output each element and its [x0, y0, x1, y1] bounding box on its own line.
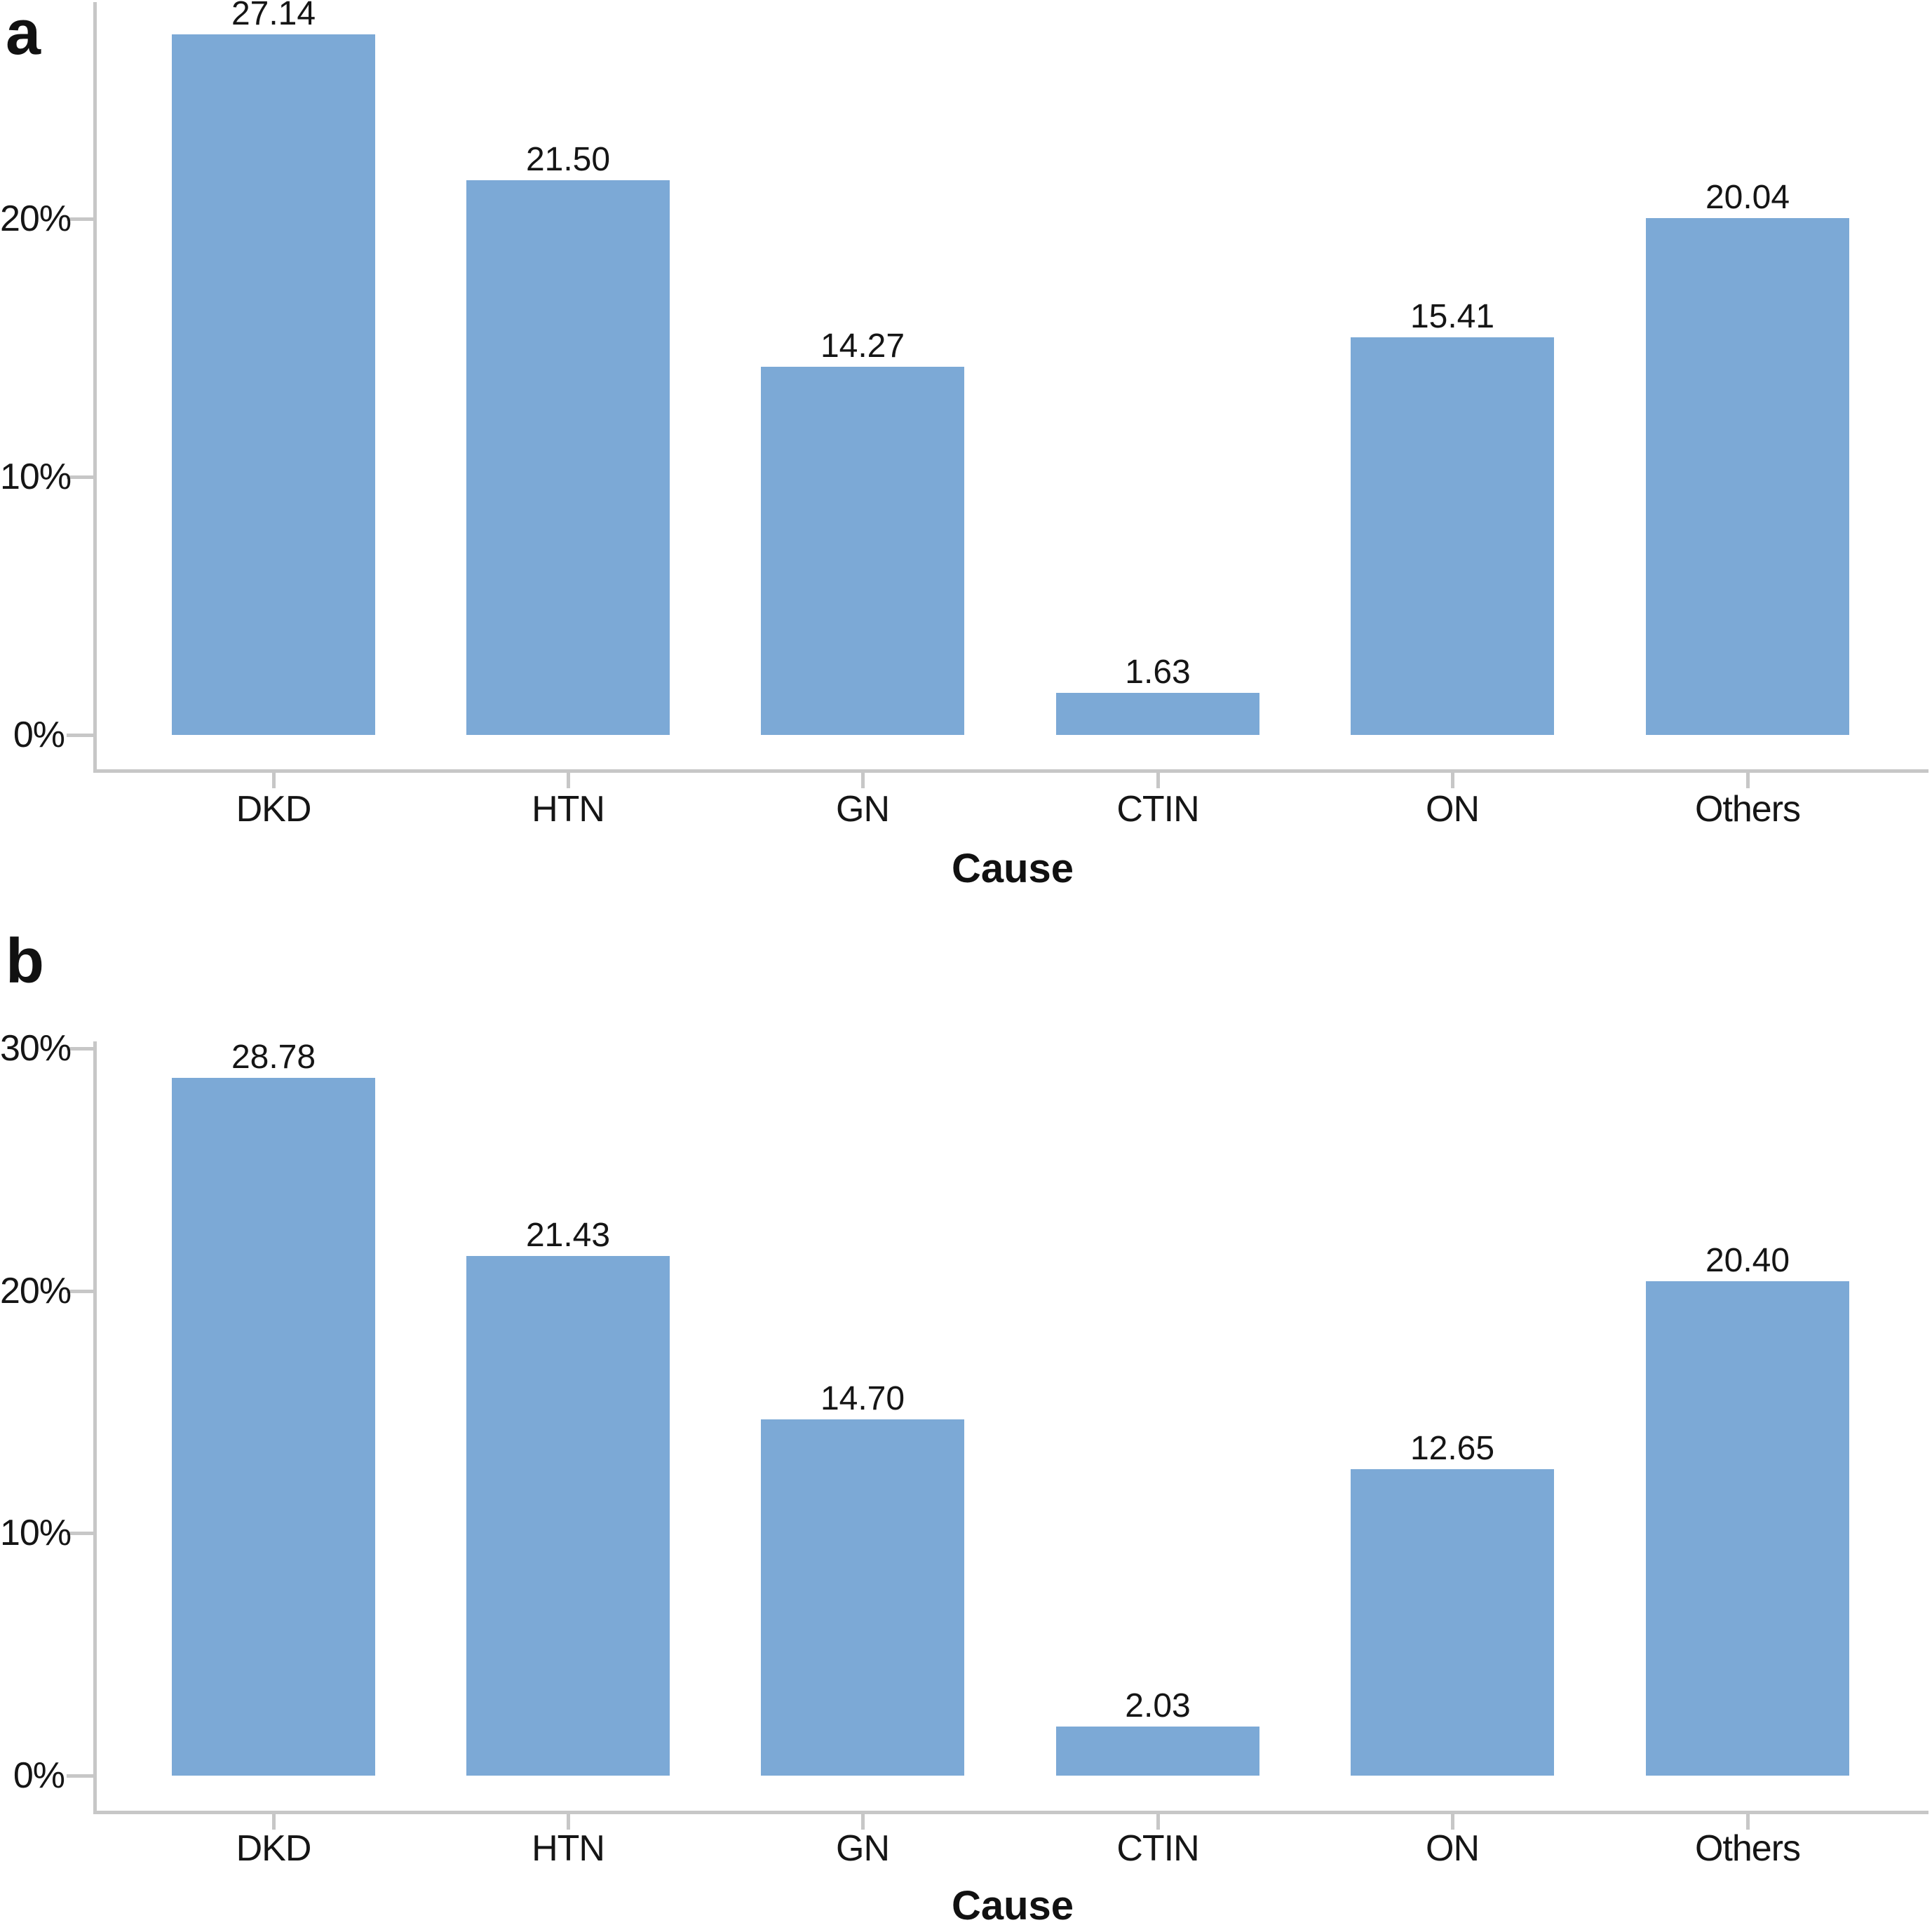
x-tick-mark: [861, 1814, 865, 1830]
bar-value-label-ctin: 2.03: [1125, 1687, 1191, 1724]
y-tick-label: 10%: [0, 1513, 72, 1553]
x-tick-mark: [567, 773, 570, 788]
y-tick-label: 0%: [13, 1755, 65, 1796]
bar-value-label-dkd: 28.78: [231, 1039, 316, 1076]
x-tick-label-gn: GN: [836, 789, 890, 830]
bar-value-label-dkd: 27.14: [231, 0, 316, 32]
x-tick-label-gn: GN: [836, 1828, 890, 1869]
bar-value-label-htn: 21.50: [525, 141, 611, 178]
y-tick-mark: [67, 475, 93, 479]
y-tick-mark: [67, 1047, 93, 1051]
bar-ctin: [1056, 693, 1259, 735]
x-tick-mark: [1746, 1814, 1750, 1830]
bar-on: [1351, 337, 1554, 735]
x-tick-mark: [272, 1814, 276, 1830]
y-tick-label: 30%: [0, 1028, 72, 1069]
y-tick-mark: [67, 1532, 93, 1535]
x-tick-mark: [1451, 1814, 1454, 1830]
bar-dkd: [172, 34, 375, 735]
panel-label-b: b: [6, 926, 44, 997]
bar-value-label-on: 12.65: [1410, 1430, 1495, 1467]
y-tick-mark: [67, 734, 93, 737]
x-tick-mark: [1451, 773, 1454, 788]
x-tick-mark: [272, 773, 276, 788]
bar-gn: [761, 367, 964, 735]
x-tick-mark: [1156, 1814, 1160, 1830]
x-tick-label-on: ON: [1426, 1828, 1480, 1869]
x-tick-label-htn: HTN: [532, 789, 605, 830]
y-tick-label: 0%: [13, 715, 65, 755]
x-tick-mark: [567, 1814, 570, 1830]
x-tick-label-ctin: CTIN: [1116, 1828, 1199, 1869]
panel-label-a: a: [6, 0, 41, 68]
bar-value-label-on: 15.41: [1410, 298, 1495, 335]
bar-htn: [466, 1256, 670, 1776]
x-axis-line: [93, 769, 1928, 773]
bar-value-label-gn: 14.27: [820, 327, 905, 365]
bar-gn: [761, 1419, 964, 1776]
bar-value-label-others: 20.04: [1705, 179, 1790, 216]
x-tick-label-htn: HTN: [532, 1828, 605, 1869]
x-tick-mark: [861, 773, 865, 788]
bar-value-label-htn: 21.43: [525, 1217, 611, 1254]
y-tick-mark: [67, 217, 93, 221]
bar-others: [1646, 1281, 1849, 1776]
x-tick-label-dkd: DKD: [236, 1828, 312, 1869]
bar-value-label-others: 20.40: [1705, 1242, 1790, 1279]
x-tick-label-dkd: DKD: [236, 789, 312, 830]
x-axis-title: Cause: [951, 846, 1074, 891]
bar-others: [1646, 218, 1849, 735]
x-tick-label-others: Others: [1694, 789, 1801, 830]
y-tick-label: 20%: [0, 198, 72, 239]
y-tick-mark: [67, 1774, 93, 1778]
x-axis-line: [93, 1811, 1928, 1814]
x-tick-label-ctin: CTIN: [1116, 789, 1199, 830]
y-tick-mark: [67, 1290, 93, 1293]
y-tick-label: 10%: [0, 457, 72, 497]
y-tick-label: 20%: [0, 1271, 72, 1311]
x-tick-label-on: ON: [1426, 789, 1480, 830]
x-tick-mark: [1746, 773, 1750, 788]
bar-value-label-ctin: 1.63: [1125, 654, 1191, 691]
bar-ctin: [1056, 1727, 1259, 1776]
bar-htn: [466, 180, 670, 735]
bar-on: [1351, 1469, 1554, 1776]
y-axis-line: [93, 2, 97, 773]
x-tick-mark: [1156, 773, 1160, 788]
x-axis-title: Cause: [951, 1883, 1074, 1925]
y-axis-line: [93, 1041, 97, 1814]
bar-value-label-gn: 14.70: [820, 1380, 905, 1417]
bar-dkd: [172, 1078, 375, 1776]
x-tick-label-others: Others: [1694, 1828, 1801, 1869]
